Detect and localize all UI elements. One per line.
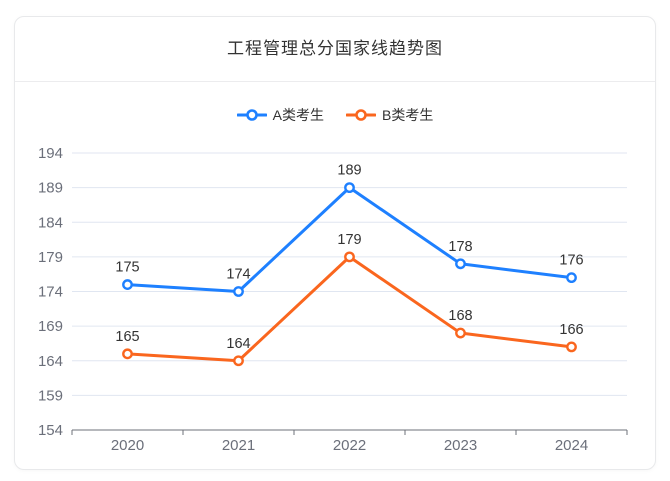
- y-axis-tick-label: 179: [38, 249, 63, 266]
- data-point[interactable]: [455, 258, 466, 270]
- data-point-label: 168: [448, 308, 472, 324]
- legend-label: B类考生: [382, 107, 434, 123]
- y-axis-tick-label: 159: [38, 387, 63, 404]
- series-line-1: [126, 255, 573, 363]
- data-point[interactable]: [122, 348, 133, 360]
- data-point[interactable]: [344, 182, 355, 194]
- x-axis-tick-label: 2021: [222, 437, 255, 454]
- y-axis-tick-label: 169: [38, 318, 63, 335]
- chart-title: 工程管理总分国家线趋势图: [15, 17, 655, 82]
- y-axis-tick-label: 194: [38, 145, 63, 162]
- data-point-label: 165: [115, 329, 139, 345]
- legend-item-1[interactable]: B类考生: [346, 105, 433, 125]
- data-point[interactable]: [455, 327, 466, 339]
- legend-line-marker-icon: [236, 109, 267, 121]
- x-axis-tick-label: 2020: [111, 437, 144, 454]
- y-axis-tick-label: 164: [38, 353, 63, 370]
- data-point[interactable]: [344, 251, 355, 263]
- y-axis-tick-label: 154: [38, 422, 63, 439]
- chart-card: 工程管理总分国家线趋势图 A类考生 B类考生: [14, 16, 656, 470]
- data-point-label: 189: [337, 163, 361, 179]
- legend-label: A类考生: [272, 107, 324, 123]
- data-point-label: 175: [115, 260, 139, 276]
- data-point-label: 179: [337, 232, 361, 248]
- y-axis-tick-label: 174: [38, 284, 63, 301]
- data-point-label: 164: [226, 336, 250, 352]
- data-point[interactable]: [566, 272, 577, 284]
- data-point-label: 166: [559, 322, 583, 338]
- data-point[interactable]: [233, 355, 244, 367]
- legend-item-0[interactable]: A类考生: [236, 105, 324, 125]
- y-axis-tick-label: 184: [38, 214, 63, 231]
- x-axis-tick-label: 2022: [333, 437, 366, 454]
- data-point-label: 174: [226, 267, 250, 283]
- data-point[interactable]: [566, 341, 577, 353]
- y-axis-tick-label: 189: [38, 180, 63, 197]
- data-point-label: 178: [448, 239, 472, 255]
- legend-line-marker-icon: [346, 109, 376, 121]
- x-axis-tick-label: 2023: [444, 437, 477, 454]
- x-axis-tick-label: 2024: [555, 437, 588, 454]
- data-point-label: 176: [559, 253, 583, 269]
- data-point[interactable]: [233, 286, 244, 297]
- data-point[interactable]: [122, 279, 133, 290]
- chart-legend: A类考生 B类考生: [15, 105, 655, 125]
